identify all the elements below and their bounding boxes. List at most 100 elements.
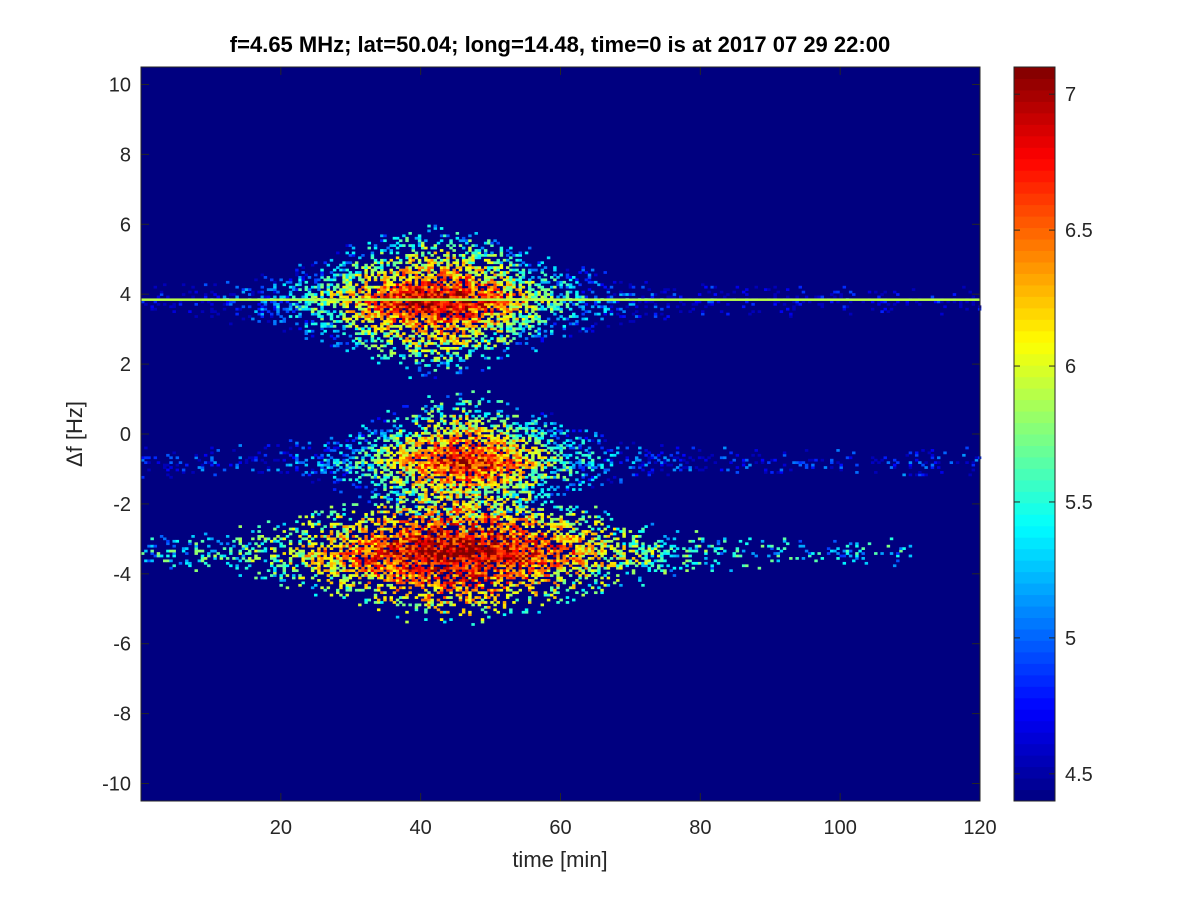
heatmap-cell [380, 302, 384, 306]
heatmap-cell [461, 293, 466, 296]
heatmap-cell [458, 439, 463, 442]
heatmap-cell [808, 458, 812, 462]
heatmap-cell [405, 266, 409, 269]
heatmap-cell [527, 324, 532, 328]
heatmap-cell [449, 490, 453, 494]
heatmap-cell [436, 344, 441, 348]
heatmap-cell [471, 512, 475, 516]
heatmap-cell [314, 307, 318, 311]
heatmap-cell [701, 312, 705, 316]
heatmap-cell [490, 266, 494, 269]
heatmap-cell [886, 461, 891, 465]
heatmap-cell [288, 290, 293, 294]
heatmap-cell [194, 544, 198, 548]
heatmap-cell [314, 522, 318, 526]
heatmap-cell [411, 478, 416, 482]
heatmap-cell [345, 290, 349, 294]
heatmap-cell [502, 478, 507, 482]
heatmap-cell [210, 446, 214, 450]
heatmap-cell [446, 461, 450, 465]
heatmap-cell [763, 288, 768, 291]
heatmap-cell [320, 327, 324, 331]
heatmap-cell [751, 453, 755, 457]
heatmap-cell [172, 305, 176, 309]
heatmap-cell [449, 483, 453, 487]
heatmap-cell [433, 359, 438, 362]
heatmap-cell [402, 310, 406, 314]
heatmap-cell [531, 293, 535, 296]
heatmap-cell [455, 466, 460, 469]
heatmap-cell [546, 429, 551, 433]
heatmap-cell [257, 535, 261, 538]
heatmap-cell [443, 458, 447, 462]
heatmap-cell [317, 561, 321, 565]
heatmap-cell [490, 346, 494, 350]
heatmap-cell [581, 453, 585, 457]
heatmap-cell [358, 300, 362, 304]
heatmap-cell [455, 439, 460, 442]
heatmap-cell [216, 312, 220, 316]
heatmap-cell [493, 285, 497, 289]
heatmap-cell [584, 329, 589, 333]
heatmap-cell [468, 419, 472, 423]
heatmap-cell [439, 293, 444, 296]
heatmap-cell [395, 236, 400, 240]
heatmap-cell [534, 461, 538, 465]
heatmap-cell [590, 463, 595, 467]
heatmap-cell [210, 463, 214, 467]
heatmap-cell [370, 444, 375, 447]
heatmap-cell [509, 444, 513, 447]
heatmap-cell [546, 317, 551, 321]
heatmap-cell [666, 295, 670, 299]
heatmap-cell [443, 444, 447, 447]
heatmap-cell [697, 456, 702, 460]
heatmap-cell [304, 337, 309, 340]
heatmap-cell [458, 522, 463, 526]
heatmap-cell [175, 463, 180, 467]
heatmap-cell [402, 295, 406, 299]
heatmap-cell [436, 434, 441, 438]
heatmap-cell [392, 283, 397, 287]
heatmap-cell [332, 449, 337, 452]
heatmap-cell [502, 439, 507, 442]
heatmap-cell [405, 261, 409, 265]
heatmap-cell [329, 539, 334, 543]
plot-area [140, 66, 982, 802]
heatmap-cell [471, 449, 475, 452]
heatmap-cell [543, 322, 548, 326]
heatmap-cell [229, 293, 233, 296]
heatmap-cell [411, 446, 416, 450]
heatmap-cell [336, 315, 340, 318]
heatmap-cell [405, 236, 409, 240]
heatmap-cell [298, 315, 302, 318]
heatmap-cell [565, 283, 570, 287]
heatmap-cell [367, 446, 371, 450]
heatmap-cell [380, 239, 384, 243]
heatmap-cell [175, 468, 180, 472]
heatmap-cell [512, 285, 516, 289]
heatmap-cell [546, 461, 551, 465]
heatmap-cell [540, 466, 545, 469]
heatmap-cell [307, 293, 312, 296]
heatmap-cell [446, 439, 450, 442]
heatmap-cell [550, 456, 554, 460]
heatmap-cell [531, 320, 535, 323]
heatmap-cell [468, 266, 472, 269]
heatmap-cell [892, 466, 897, 469]
heatmap-cell [458, 397, 463, 401]
heatmap-cell [490, 458, 494, 462]
heatmap-cell [405, 461, 409, 465]
heatmap-cell [191, 535, 195, 538]
heatmap-cell [417, 475, 422, 479]
heatmap-cell [376, 310, 381, 314]
heatmap-cell [487, 453, 491, 457]
heatmap-cell [364, 339, 368, 343]
heatmap-cell [222, 307, 227, 311]
heatmap-cell [345, 544, 349, 548]
heatmap-cell [515, 300, 519, 304]
heatmap-cell [408, 349, 412, 353]
heatmap-cell [326, 557, 331, 560]
heatmap-cell [679, 310, 683, 314]
heatmap-cell [509, 268, 513, 272]
heatmap-cell [398, 424, 403, 428]
